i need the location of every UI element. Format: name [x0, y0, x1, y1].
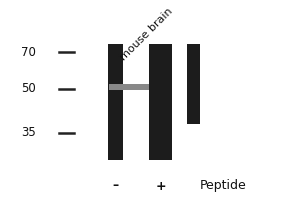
Bar: [109, 84, 149, 90]
Text: 35: 35: [21, 127, 36, 140]
Bar: [108, 44, 123, 160]
Bar: [187, 44, 200, 124]
Bar: [149, 44, 172, 160]
Text: 70: 70: [21, 46, 36, 58]
Text: mouse brain: mouse brain: [118, 6, 175, 62]
Text: –: –: [112, 180, 118, 192]
Text: 50: 50: [21, 82, 36, 95]
Text: +: +: [155, 180, 166, 192]
Text: Peptide: Peptide: [200, 180, 246, 192]
